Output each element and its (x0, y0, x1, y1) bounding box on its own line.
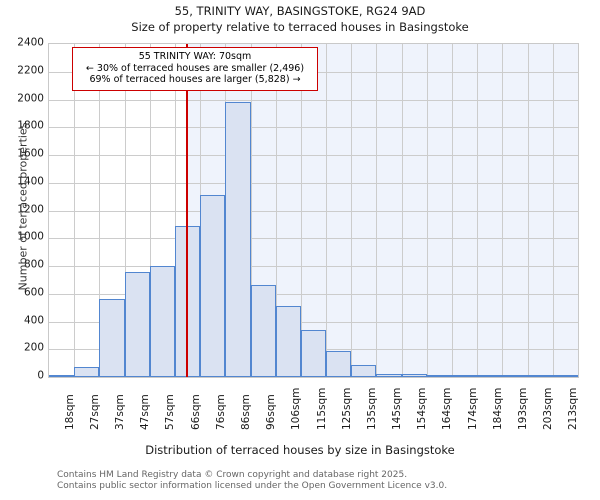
histogram-bar (300, 329, 327, 377)
x-axis-tick: 106sqm (290, 387, 303, 430)
histogram-bar (351, 364, 377, 377)
gridline-vertical (149, 44, 151, 377)
histogram-bar (552, 375, 578, 377)
histogram-bar (250, 285, 276, 377)
gridline-vertical (124, 44, 126, 377)
annotation-line-1: 55 TRINITY WAY: 70sqm (138, 51, 252, 62)
gridline-horizontal (49, 99, 578, 101)
annotation-box: 55 TRINITY WAY: 70sqm ← 30% of terraced … (72, 47, 318, 91)
x-axis-tick-labels: 18sqm 27sqm 37sqm 47sqm 57sqm 66sqm 76sqm 86sqm… (48, 378, 580, 436)
gridline-horizontal (49, 293, 578, 295)
annotation-line-3: 69% of terraced houses are larger (5,828… (89, 74, 301, 85)
histogram-bar (74, 366, 100, 377)
gridline-vertical (426, 44, 428, 377)
gridline-vertical (477, 44, 479, 377)
y-axis-tick: 2000 (17, 92, 44, 104)
gridline-vertical (401, 44, 403, 377)
histogram-bar (124, 272, 150, 377)
gridline-horizontal (49, 321, 578, 323)
histogram-bars (49, 44, 578, 377)
x-axis-title: Distribution of terraced houses by size … (145, 443, 455, 457)
histogram-bar (426, 374, 453, 377)
x-axis-tick: 184sqm (491, 387, 504, 430)
x-axis-tick: 47sqm (139, 394, 152, 430)
x-axis-tick: 37sqm (113, 394, 126, 430)
x-axis-tick: 18sqm (63, 394, 76, 430)
gridline-vertical (351, 44, 353, 377)
y-axis-tick: 1200 (17, 203, 44, 215)
gridline-vertical (502, 44, 504, 377)
gridline-vertical (250, 44, 252, 377)
gridline-horizontal (49, 182, 578, 184)
gridline-vertical (527, 44, 529, 377)
title-block: 55, TRINITY WAY, BASINGSTOKE, RG24 9AD S… (0, 4, 600, 35)
gridline-vertical (74, 44, 76, 377)
y-axis-tick: 2200 (17, 64, 44, 77)
x-axis-tick: 203sqm (542, 387, 555, 430)
annotation-line-2: ← 30% of terraced houses are smaller (2,… (85, 62, 305, 74)
y-axis-tick: 400 (23, 314, 44, 326)
x-axis-tick: 174sqm (466, 387, 479, 430)
footer-line-1: Contains HM Land Registry data © Crown c… (57, 470, 408, 480)
histogram-bar (275, 306, 301, 377)
x-axis-tick: 145sqm (391, 387, 404, 430)
y-axis-title: Number of terraced properties (16, 122, 30, 291)
histogram-bar (401, 374, 427, 377)
gridline-vertical (452, 44, 454, 377)
gridline-vertical (300, 44, 302, 377)
x-axis-tick: 135sqm (365, 387, 378, 430)
y-axis-tick: 1400 (17, 175, 44, 188)
histogram-bar (502, 375, 528, 377)
y-axis-tick: 1800 (17, 119, 44, 132)
y-axis-tick: 600 (23, 286, 44, 299)
x-axis-tick: 66sqm (189, 394, 202, 430)
page-title: 55, TRINITY WAY, BASINGSTOKE, RG24 9AD (174, 4, 426, 18)
y-axis-tick-labels: 0 200 400 600 800 1000 1200 1400 1600 1800 2000 220… (0, 37, 44, 381)
x-axis-tick: 164sqm (441, 387, 454, 430)
x-axis-tick: 86sqm (239, 394, 252, 430)
x-axis-tick: 115sqm (315, 387, 328, 430)
x-axis-tick: 193sqm (517, 387, 530, 430)
histogram-bar (99, 299, 125, 377)
x-axis-tick: 57sqm (164, 394, 177, 430)
gridline-vertical (99, 44, 101, 377)
gridline-vertical (326, 44, 328, 377)
x-axis-tick: 125sqm (340, 387, 353, 430)
x-axis-tick: 27sqm (88, 394, 101, 430)
x-axis-tick: 213sqm (567, 387, 580, 430)
plot-area (48, 43, 579, 378)
gridline-horizontal (49, 127, 578, 129)
y-axis-tick: 2400 (17, 36, 44, 49)
y-axis-tick: 1600 (17, 147, 44, 160)
property-size-marker-line (186, 44, 189, 377)
footer-attribution: Contains HM Land Registry data © Crown c… (57, 470, 597, 491)
histogram-bar (326, 350, 352, 377)
gridline-vertical (174, 44, 176, 377)
chart-subtitle: Size of property relative to terraced ho… (131, 20, 469, 34)
histogram-bar (527, 375, 553, 377)
histogram-bar (200, 195, 226, 377)
gridline-vertical (376, 44, 378, 377)
x-axis-tick: 76sqm (214, 394, 227, 430)
x-axis-tick: 154sqm (416, 387, 429, 430)
y-axis-tick: 1000 (17, 230, 44, 243)
footer-line-2: Contains public sector information licen… (57, 480, 448, 491)
histogram-bar (452, 375, 478, 377)
gridline-horizontal (49, 238, 578, 240)
histogram-bar (49, 375, 75, 377)
y-axis-tick: 200 (23, 341, 44, 354)
x-axis-tick: 96sqm (265, 394, 278, 430)
gridline-horizontal (49, 155, 578, 156)
gridline-horizontal (49, 266, 578, 267)
y-axis-tick: 0 (37, 369, 44, 382)
gridline-horizontal (49, 210, 578, 212)
gridline-vertical (552, 44, 554, 377)
gridline-vertical (275, 44, 277, 377)
histogram-bar (477, 375, 503, 377)
histogram-bar (149, 266, 175, 377)
y-axis-tick: 800 (23, 258, 44, 271)
histogram-bar (225, 102, 251, 377)
histogram-bar (376, 373, 402, 377)
